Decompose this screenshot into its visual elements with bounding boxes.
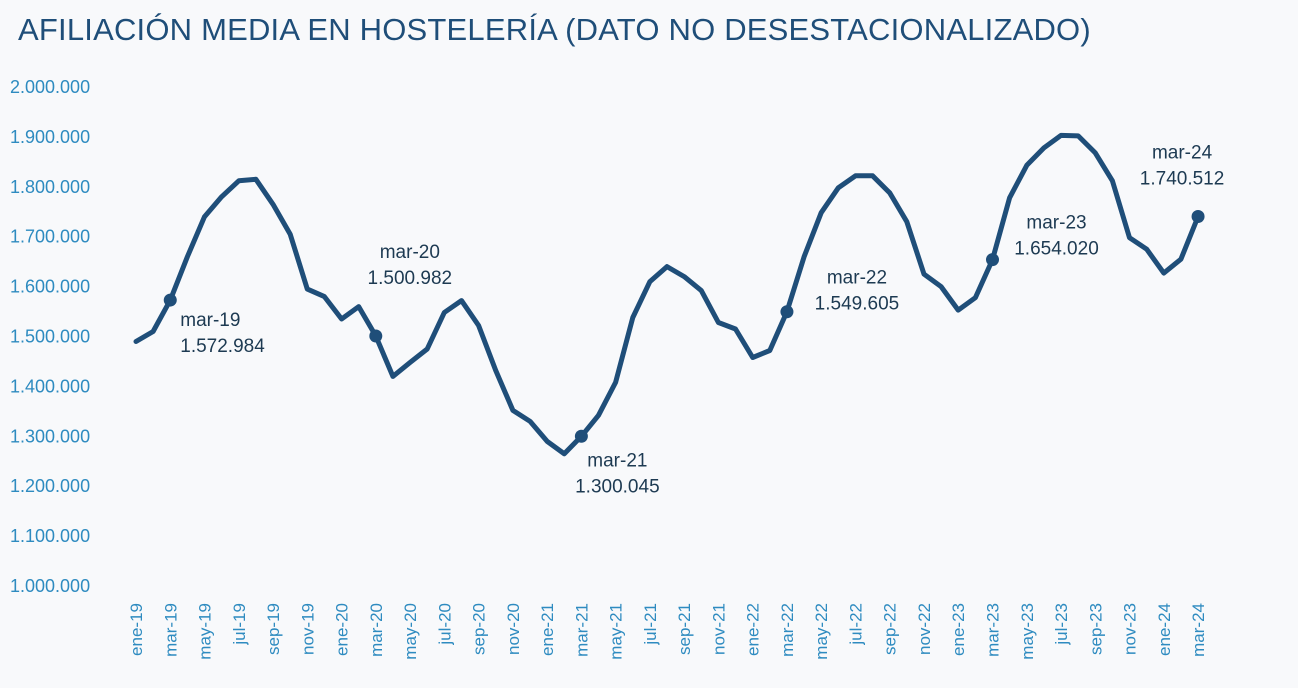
y-tick-label: 1.400.000: [10, 376, 90, 396]
x-tick-label: jul-20: [435, 603, 454, 646]
x-tick-label: sep-22: [881, 603, 900, 655]
x-tick-label: ene-22: [744, 603, 763, 656]
x-tick-label: mar-21: [572, 603, 591, 657]
x-tick-label: nov-23: [1121, 603, 1140, 655]
x-tick-label: may-20: [401, 603, 420, 660]
annotation-value: 1.654.020: [1014, 239, 1099, 260]
annotation-month: mar-22: [827, 268, 887, 289]
x-tick-label: nov-22: [915, 603, 934, 655]
annotation-value: 1.300.045: [575, 476, 660, 497]
x-tick-label: jul-21: [641, 603, 660, 646]
x-tick-label: nov-21: [709, 603, 728, 655]
x-tick-label: nov-20: [504, 603, 523, 655]
data-point-marker: [369, 329, 383, 343]
x-tick-label: sep-23: [1086, 603, 1105, 655]
annotation-value: 1.500.982: [368, 268, 453, 289]
data-point-marker: [574, 429, 588, 443]
y-tick-label: 1.100.000: [10, 526, 90, 546]
data-point-marker: [163, 293, 177, 307]
y-tick-label: 1.000.000: [10, 576, 90, 596]
x-tick-label: mar-22: [778, 603, 797, 657]
data-point-marker: [780, 305, 794, 319]
y-tick-label: 1.300.000: [10, 426, 90, 446]
x-tick-label: ene-20: [333, 603, 352, 656]
y-tick-label: 1.600.000: [10, 277, 90, 297]
y-tick-label: 1.900.000: [10, 127, 90, 147]
x-tick-label: mar-20: [367, 603, 386, 657]
annotation-month: mar-19: [180, 310, 240, 331]
series-line: [133, 132, 1201, 457]
annotation-month: mar-23: [1026, 213, 1086, 234]
y-tick-label: 1.500.000: [10, 327, 90, 347]
x-tick-label: mar-24: [1189, 603, 1208, 657]
annotation-value: 1.549.605: [815, 294, 900, 315]
data-point-marker: [1191, 209, 1205, 223]
x-tick-label: may-19: [196, 603, 215, 660]
x-tick-label: sep-20: [470, 603, 489, 655]
annotation-value: 1.740.512: [1140, 168, 1225, 189]
x-tick-label: may-23: [1018, 603, 1037, 660]
data-point-marker: [986, 253, 999, 267]
x-tick-label: ene-23: [949, 603, 968, 656]
x-tick-label: ene-24: [1155, 603, 1174, 656]
x-tick-label: jul-22: [846, 603, 865, 646]
y-tick-label: 1.200.000: [10, 476, 90, 496]
annotation-month: mar-24: [1152, 142, 1213, 163]
y-tick-label: 1.700.000: [10, 227, 90, 247]
x-tick-label: ene-21: [538, 603, 557, 656]
annotation-month: mar-20: [380, 242, 440, 263]
y-tick-label: 1.800.000: [10, 177, 90, 197]
x-tick-label: mar-19: [161, 603, 180, 657]
x-tick-label: jul-19: [230, 603, 249, 646]
annotation-value: 1.572.984: [180, 336, 265, 357]
x-tick-label: may-22: [812, 603, 831, 660]
x-tick-label: may-21: [607, 603, 626, 660]
x-tick-label: sep-19: [264, 603, 283, 655]
annotation-month: mar-21: [587, 450, 647, 471]
x-tick-label: ene-19: [127, 603, 146, 656]
x-tick-label: jul-23: [1052, 603, 1071, 646]
x-tick-label: nov-19: [298, 603, 317, 655]
y-tick-label: 2.000.000: [10, 77, 90, 97]
x-tick-label: sep-21: [675, 603, 694, 655]
chart-title: AFILIACIÓN MEDIA EN HOSTELERÍA (DATO NO …: [18, 12, 1091, 47]
x-tick-label: mar-23: [984, 603, 1003, 657]
